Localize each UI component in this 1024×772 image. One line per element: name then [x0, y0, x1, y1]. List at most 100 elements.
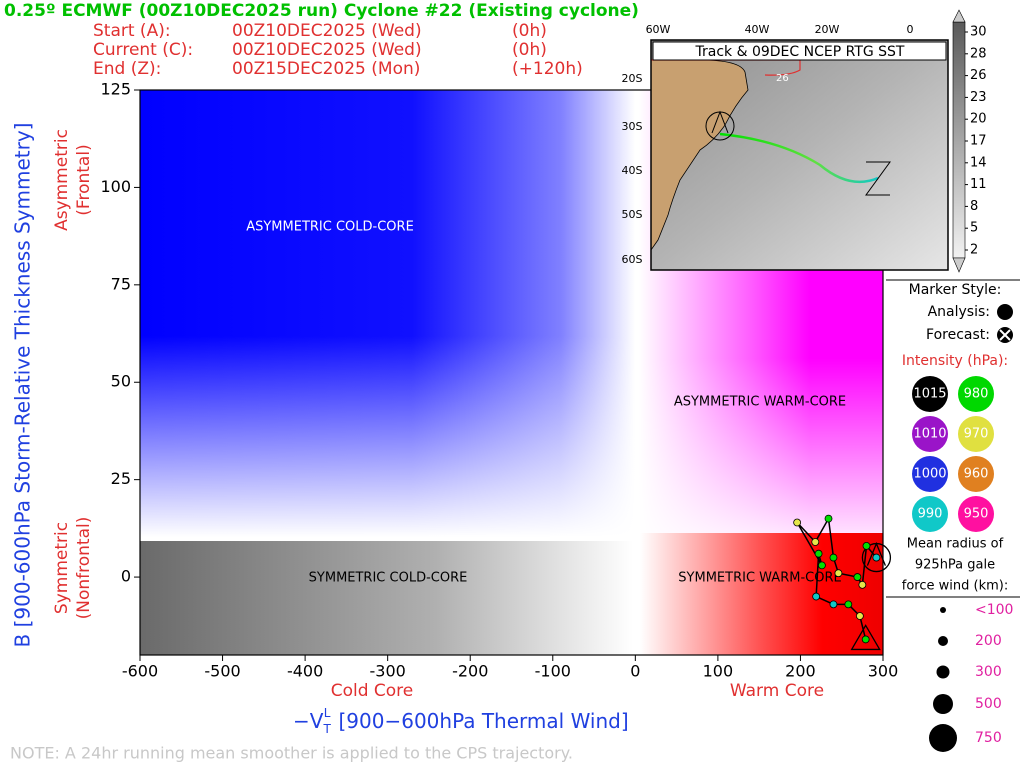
intensity-label: 960 — [964, 467, 989, 482]
x-tick-label: 300 — [868, 662, 899, 681]
inset-lon-label: 20W — [815, 23, 840, 36]
header-label: Start (A): — [93, 21, 171, 41]
header-hours: (0h) — [512, 21, 547, 41]
intensity-swatch — [912, 416, 948, 452]
inset-land — [650, 59, 749, 252]
inset-lat-label: 40S — [622, 164, 643, 177]
header-hours: (0h) — [512, 40, 547, 60]
radius-label: 750 — [975, 730, 1002, 746]
track-point — [853, 573, 862, 581]
x-tick-label: 0 — [630, 662, 640, 681]
legend-title: force wind (km): — [902, 579, 1008, 594]
y-tick-label: 0 — [121, 567, 131, 586]
intensity-label: 980 — [964, 387, 989, 402]
quadrant-labels: ASYMMETRIC COLD-CORE ASYMMETRIC WARM-COR… — [246, 220, 846, 586]
colorbar-label: 30 — [970, 25, 987, 40]
inset-lat-label: 50S — [622, 208, 643, 221]
x-tick-label: -400 — [287, 662, 323, 681]
colorbar-label: 2 — [970, 243, 978, 258]
radius-label: <100 — [975, 602, 1013, 618]
colorbar-label: 23 — [970, 90, 987, 105]
intensity-swatch — [912, 376, 948, 412]
legend-title: Intensity (hPa): — [902, 353, 1008, 369]
inset-frame — [650, 39, 949, 271]
x-tick-label: -200 — [452, 662, 488, 681]
axes: -600 -500 -400 -300 -200 -100 0 100 200 300 0 25 50 7… — [100, 80, 898, 681]
y-tick-label: 50 — [111, 372, 131, 391]
header-label: Current (C): — [93, 40, 193, 60]
radius-swatch — [936, 665, 950, 679]
x-tick-label: -500 — [204, 662, 240, 681]
x-note: Cold Core — [331, 681, 414, 701]
colorbar-label: 28 — [970, 46, 987, 61]
y-tick-label: 25 — [111, 469, 131, 488]
note: NOTE: A 24hr running mean smoother is ap… — [10, 744, 573, 763]
x-tick-label: 100 — [703, 662, 734, 681]
intensity-label: 990 — [918, 507, 943, 522]
track-point — [824, 514, 833, 523]
radius-label: 300 — [975, 664, 1002, 680]
x-tick-label: 200 — [785, 662, 816, 681]
legend-title: 925hPa gale — [915, 558, 995, 573]
radius-label: 200 — [975, 633, 1002, 649]
intensity-swatch — [958, 456, 994, 492]
quadrant-label: ASYMMETRIC COLD-CORE — [246, 220, 414, 235]
radius-swatch — [938, 636, 948, 646]
intensity-label: 950 — [964, 507, 989, 522]
inset-lon-label: 40W — [745, 23, 770, 36]
colorbar-label: 5 — [970, 221, 978, 236]
intensity-label: 1015 — [913, 387, 946, 402]
header: Start (A): 00Z10DEC2025 (Wed) (0h) Curre… — [93, 21, 583, 79]
header-date: 00Z15DEC2025 (Mon) — [232, 59, 420, 79]
colorbar — [952, 21, 966, 259]
track-point — [834, 569, 843, 578]
sym-warm-shade — [640, 533, 883, 655]
colorbar-label: 20 — [970, 112, 987, 127]
track-point — [812, 592, 821, 601]
radius-label: 500 — [975, 696, 1002, 712]
sym-cold-shade — [140, 541, 633, 655]
x-tick-label: -100 — [535, 662, 571, 681]
colorbar-label: 17 — [970, 134, 987, 149]
inset-track — [719, 132, 879, 184]
end-marker — [850, 624, 881, 651]
intensity-swatch — [958, 496, 994, 532]
x-title-text: [900−600hPa Thermal Wind] — [338, 709, 628, 733]
colorbar-label: 8 — [970, 199, 978, 214]
inset-title-box — [652, 41, 947, 61]
forecast-marker-x — [999, 329, 1011, 341]
legend-title: Marker Style: — [909, 282, 1002, 298]
y-tick-label: 125 — [100, 80, 131, 99]
x-title-symbol: −V — [293, 709, 324, 733]
intensity-swatch — [912, 456, 948, 492]
track-line — [796, 516, 877, 640]
plot-frame — [139, 89, 884, 656]
intensity-swatch — [912, 496, 948, 532]
track-point — [862, 541, 871, 550]
trajectory — [793, 514, 892, 651]
quadrant-label: ASYMMETRIC WARM-CORE — [674, 395, 846, 410]
x-axis-title: −VTL [900−600hPa Thermal Wind] — [293, 706, 629, 736]
radius-swatch — [933, 694, 953, 714]
quadrant-label: SYMMETRIC WARM-CORE — [678, 571, 841, 586]
y-tick-label: 75 — [111, 274, 131, 293]
track-point — [793, 518, 802, 527]
intensity-swatch — [958, 376, 994, 412]
inset-start-marker — [711, 110, 729, 134]
y-axis-notes: Asymmetric (Frontal) Symmetric (Nonfront… — [52, 129, 824, 701]
track-point — [829, 553, 838, 562]
track-point — [814, 549, 823, 558]
chart-title: 0.25º ECMWF (00Z10DEC2025 run) Cyclone #… — [4, 1, 639, 21]
legend-title: Mean radius of — [907, 537, 1004, 552]
track-point — [829, 600, 838, 609]
y-note: Symmetric — [52, 522, 72, 614]
colorbar-label: 11 — [970, 177, 987, 192]
start-marker — [866, 541, 886, 566]
track-point — [858, 580, 867, 589]
radius-swatch — [929, 724, 957, 752]
legend-label: Analysis: — [928, 304, 990, 320]
inset-lon-label: 0 — [907, 23, 914, 36]
x-title-sup: L — [324, 706, 331, 720]
inset-lat-label: 20S — [622, 72, 643, 85]
